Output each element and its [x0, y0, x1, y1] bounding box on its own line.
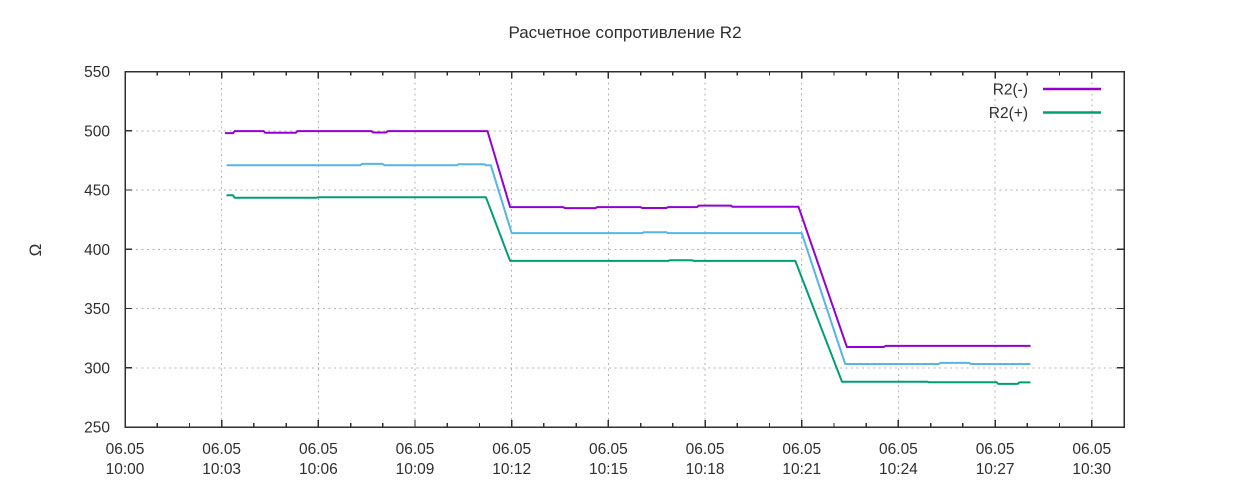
x-tick-date-label: 06.05 [106, 441, 145, 458]
y-tick-label: 300 [84, 360, 110, 377]
x-tick-time-label: 10:21 [782, 461, 821, 478]
x-tick-date-label: 06.05 [879, 441, 918, 458]
x-tick-date-label: 06.05 [976, 441, 1015, 458]
legend-label: R2(+) [989, 105, 1028, 122]
legend-label: R2(-) [993, 82, 1028, 99]
y-tick-label: 550 [84, 64, 110, 81]
x-tick-date-label: 06.05 [396, 441, 435, 458]
x-tick-time-label: 10:00 [106, 461, 145, 478]
x-tick-date-label: 06.05 [299, 441, 338, 458]
x-tick-date-label: 06.05 [202, 441, 241, 458]
y-tick-label: 500 [84, 123, 110, 140]
y-tick-label: 400 [84, 242, 110, 259]
x-tick-time-label: 10:30 [1072, 461, 1111, 478]
y-tick-label: 450 [84, 183, 110, 200]
chart-title: Расчетное сопротивление R2 [508, 23, 742, 42]
x-tick-time-label: 10:24 [879, 461, 918, 478]
x-tick-time-label: 10:06 [299, 461, 338, 478]
y-tick-label: 250 [84, 420, 110, 437]
x-tick-time-label: 10:03 [202, 461, 241, 478]
x-tick-date-label: 06.05 [782, 441, 821, 458]
x-tick-date-label: 06.05 [589, 441, 628, 458]
x-tick-date-label: 06.05 [492, 441, 531, 458]
y-tick-label: 350 [84, 301, 110, 318]
x-tick-time-label: 10:18 [686, 461, 725, 478]
series-line-r2-plus [226, 194, 1031, 385]
x-tick-time-label: 10:12 [492, 461, 531, 478]
series-line-r2-minus [224, 130, 1031, 348]
series-line-middle-unlabeled [226, 162, 1031, 365]
x-tick-time-label: 10:15 [589, 461, 628, 478]
x-tick-date-label: 06.05 [686, 441, 725, 458]
x-tick-date-label: 06.05 [1072, 441, 1111, 458]
plot-border [124, 70, 1125, 428]
x-tick-time-label: 10:27 [976, 461, 1015, 478]
x-tick-time-label: 10:09 [396, 461, 435, 478]
